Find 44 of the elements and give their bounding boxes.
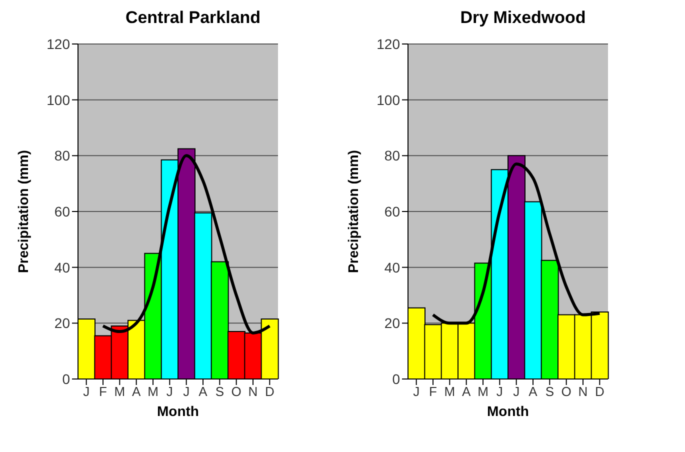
x-tick-label: F — [429, 384, 438, 400]
y-tick-label: 80 — [384, 148, 400, 164]
y-tick-label: 60 — [384, 203, 400, 220]
x-tick-label: D — [594, 384, 604, 400]
y-tick-label: 80 — [54, 148, 70, 164]
y-tick-label: 20 — [384, 315, 400, 332]
y-tick-label: 40 — [54, 259, 70, 276]
x-tick-label: N — [578, 384, 588, 400]
x-tick-label: O — [231, 384, 242, 400]
y-tick-label: 60 — [54, 203, 70, 220]
x-tick-label: J — [513, 384, 520, 400]
y-tick-label: 100 — [46, 92, 70, 108]
y-tick-label: 100 — [376, 92, 400, 108]
x-tick-label: S — [545, 384, 554, 400]
x-tick-label: N — [248, 384, 258, 400]
y-tick-label: 20 — [54, 315, 70, 332]
x-tick-label: F — [99, 384, 108, 400]
chart-title: Central Parkland — [124, 8, 262, 29]
x-tick-label: A — [132, 384, 141, 400]
x-tick-label: S — [215, 384, 224, 400]
y-tick-label: 0 — [62, 370, 70, 387]
x-tick-label: D — [264, 384, 274, 400]
x-tick-label: J — [413, 384, 420, 400]
x-tick-label: A — [528, 384, 538, 400]
y-tick-label: 40 — [384, 259, 400, 276]
x-tick-label: M — [444, 384, 456, 400]
y-axis-title: Precipitation (mm) — [14, 150, 31, 273]
x-axis-title: Month — [157, 403, 199, 419]
y-axis-title: Precipitation (mm) — [344, 150, 361, 273]
x-tick-label: O — [561, 384, 572, 400]
x-tick-label: M — [114, 384, 126, 400]
y-tick-label: 120 — [46, 36, 70, 52]
x-tick-label: J — [183, 384, 190, 400]
x-tick-label: J — [496, 384, 503, 400]
chart-title: Dry Mixedwood — [459, 8, 587, 29]
x-tick-label: M — [478, 384, 488, 400]
x-tick-label: J — [166, 384, 173, 400]
x-tick-label: J — [83, 384, 90, 400]
x-tick-label: A — [462, 384, 471, 400]
x-axis-title: Month — [487, 403, 529, 419]
x-tick-label: A — [198, 384, 208, 400]
y-tick-label: 120 — [376, 36, 400, 52]
y-tick-label: 0 — [392, 370, 400, 387]
x-tick-label: M — [148, 384, 158, 400]
